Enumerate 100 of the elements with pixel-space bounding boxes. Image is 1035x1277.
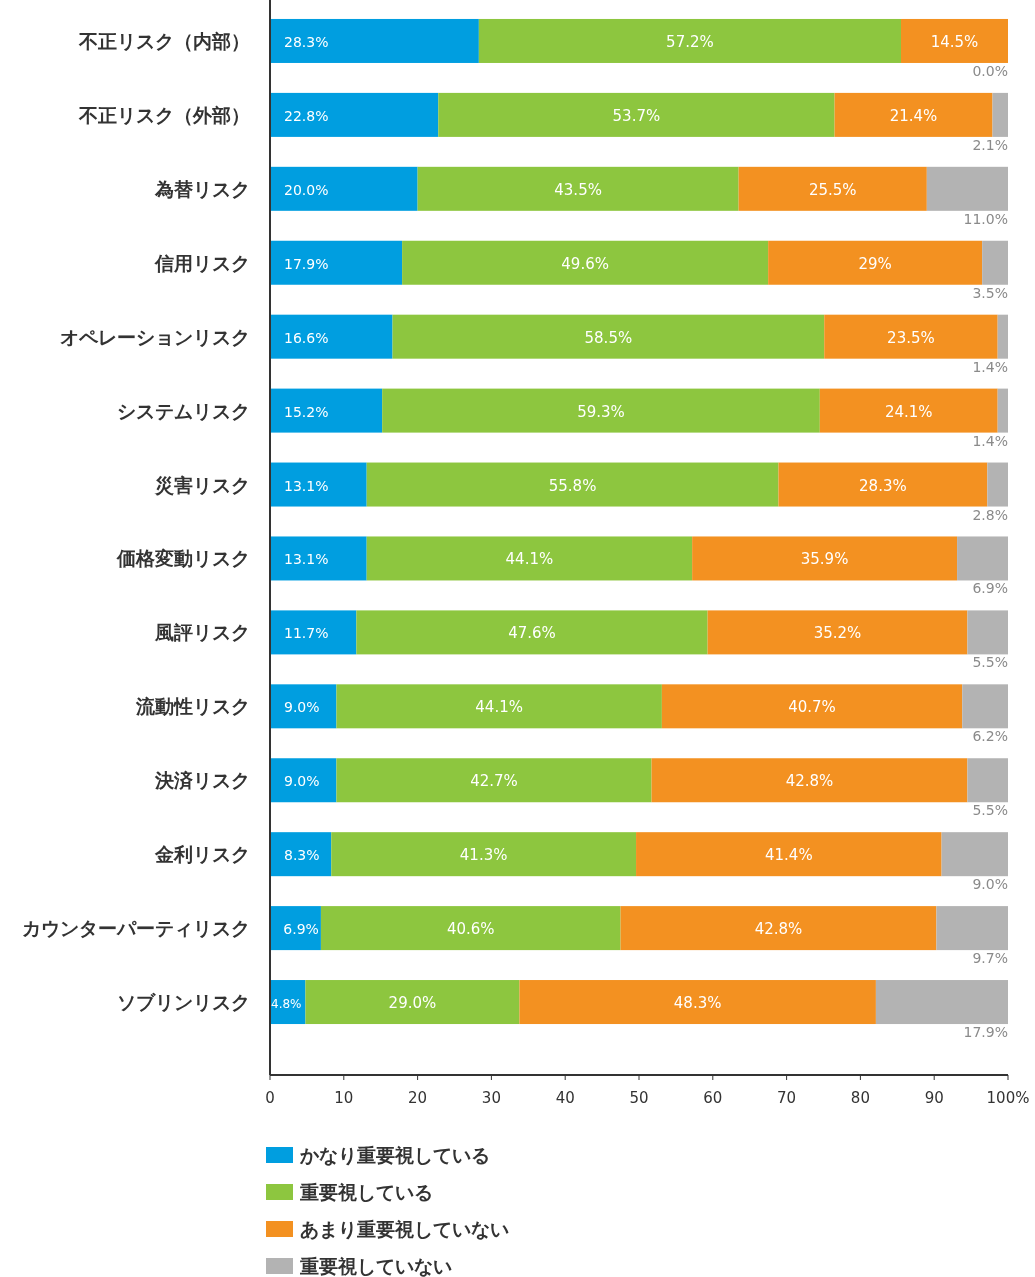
data-label: 57.2% [666,32,714,51]
data-label: 6.9% [283,921,319,938]
bar [270,388,383,433]
bar [356,610,708,655]
bar [270,462,367,507]
data-label: 9.7% [972,950,1008,967]
data-label: 23.5% [887,328,935,347]
bar [768,240,983,285]
data-label: 44.1% [475,698,523,717]
data-label: 42.8% [754,920,803,939]
bar [738,166,927,211]
x-tick-label: 70 [777,1089,797,1107]
bar [270,92,439,137]
y-tick-label: 為替リスク [154,177,250,200]
data-label: 44.1% [505,550,554,569]
y-tick-label: オペレーションリスク [60,325,250,348]
y-tick-label: 決済リスク [154,769,250,792]
bar [438,92,835,137]
data-label: 20.0% [284,181,329,198]
bar [636,832,942,877]
data-label: 49.6% [561,254,609,273]
data-label: 40.6% [446,920,495,939]
x-tick-label: 60 [703,1089,723,1107]
x-tick-label: 40 [555,1089,575,1107]
data-label: 35.2% [813,624,862,643]
bar [270,536,367,581]
bar [997,388,1008,433]
bar [270,684,337,729]
data-label: 1.4% [972,432,1008,449]
bar [661,684,963,729]
x-tick-label: 10 [334,1089,354,1107]
bar [962,684,1008,729]
bar [270,610,357,655]
y-tick-label: 価格変動リスク [116,547,250,570]
data-label: 1.4% [972,358,1008,375]
bar [305,980,520,1025]
y-tick-label: 不正リスク（内部） [78,29,250,52]
bar [967,610,1008,655]
data-label: 58.5% [584,328,633,347]
data-label: 53.7% [612,106,661,125]
bar [478,18,901,63]
bar [320,906,621,951]
data-label: 9.0% [972,876,1008,893]
y-tick-label: カウンターパーティリスク [22,917,250,940]
bar [875,980,1008,1025]
data-label: 6.9% [972,580,1008,597]
data-label: 22.8% [284,107,329,124]
data-label: 21.4% [889,106,938,125]
y-tick-label: システムリスク [117,399,250,422]
x-tick-label: 20 [408,1089,428,1107]
data-label: 9.0% [284,773,320,790]
bar [982,240,1008,285]
bar [941,832,1008,877]
bar [270,758,337,803]
bar [270,314,393,359]
data-label: 25.5% [808,180,857,199]
bar [834,92,993,137]
bar [651,758,968,803]
data-label: 5.5% [972,802,1008,819]
data-label: 13.1% [284,477,329,494]
bar [967,758,1008,803]
bar [936,906,1008,951]
data-label: 41.4% [764,846,813,865]
x-tick-label: 0 [265,1089,275,1107]
bar [900,18,1008,63]
y-tick-label: 風評リスク [154,621,250,644]
data-label: 24.1% [884,402,933,421]
data-label: 28.3% [284,33,329,50]
y-tick-label: 流動性リスク [135,695,250,718]
bar [417,166,739,211]
y-tick-label: ソブリンリスク [117,991,250,1014]
data-label: 29.0% [388,994,437,1013]
bar [707,610,968,655]
data-label: 2.1% [972,136,1008,153]
bar [997,314,1008,359]
bar [392,314,825,359]
bar [926,166,1008,211]
bar [778,462,988,507]
x-tick-label: 100% [986,1089,1030,1107]
bar [992,92,1008,137]
bar [987,462,1008,507]
data-label: 42.8% [785,772,834,791]
bar [270,240,403,285]
data-label: 13.1% [284,551,329,568]
bar [819,388,998,433]
data-label: 9.0% [284,699,320,716]
x-tick-label: 30 [481,1089,501,1107]
data-label: 16.6% [284,329,329,346]
data-label: 59.3% [577,402,625,421]
legend-label: かなり重要視している [299,1144,490,1166]
y-tick-label: 金利リスク [154,843,250,866]
y-tick-label: 信用リスク [154,251,250,274]
data-label: 40.7% [788,698,836,717]
bar [336,684,662,729]
bar [270,832,332,877]
bar [957,536,1008,581]
data-label: 3.5% [972,284,1008,301]
data-label: 48.3% [673,994,722,1013]
bar [382,388,820,433]
bar [336,758,652,803]
